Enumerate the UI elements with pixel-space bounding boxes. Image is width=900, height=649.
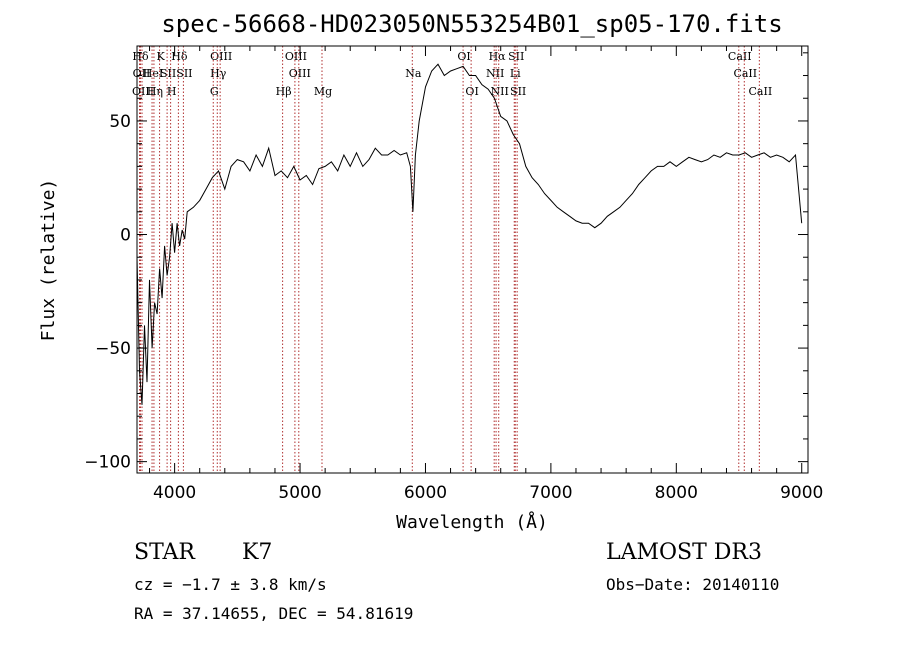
redshift-cz: cz = −1.7 ± 3.8 km/s: [134, 575, 327, 594]
x-tick-label: 7000: [529, 483, 572, 503]
spectral-line-label: G: [210, 85, 219, 98]
spectral-line-label: SII: [160, 67, 176, 80]
spectral-line-label: OIII: [132, 85, 154, 98]
y-tick-label: −50: [95, 339, 131, 359]
spectral-line-label: SII: [510, 85, 526, 98]
x-tick-label: 4000: [153, 483, 196, 503]
spectral-line-label: Hδ: [171, 50, 188, 63]
spectral-line-label: Hα: [489, 50, 507, 63]
y-axis-label: Flux (relative): [38, 179, 59, 342]
observation-date: Obs−Date: 20140110: [606, 575, 780, 594]
y-tick-label: 0: [120, 226, 131, 246]
spectral-line-label: Hγ: [210, 67, 227, 80]
spectral-line-label: OIII: [285, 50, 307, 63]
spectral-line-label: OIII: [210, 50, 232, 63]
y-tick-label: −100: [84, 453, 131, 473]
spectral-line-label: OIII: [289, 67, 311, 80]
spectral-line-label: SII: [508, 50, 524, 63]
spectral-line-label: Na: [405, 67, 422, 80]
spectral-line-label: NII: [491, 85, 509, 98]
axis-ticks: 4000 5000 6000 7000 8000 9000 −100 −50 0 50: [84, 46, 823, 503]
y-tick-label: 50: [109, 112, 131, 132]
x-axis-label: Wavelength (Å): [396, 511, 548, 533]
spectral-line-label: K: [156, 50, 165, 63]
sky-coordinates: RA = 37.14655, DEC = 54.81619: [134, 604, 414, 623]
spectral-line-label: CaII: [749, 85, 773, 98]
plot-frame: [136, 45, 809, 474]
spectral-line-label: OI: [465, 85, 478, 98]
spectral-line-label: Li: [510, 67, 521, 80]
spectral-line-label: Hη: [147, 85, 163, 98]
x-tick-label: 6000: [404, 483, 447, 503]
spectral-subclass: K7: [242, 540, 273, 565]
spectral-line-label: NII: [486, 67, 504, 80]
spectrum-series-line: [136, 63, 803, 405]
chart-title: spec-56668-HD023050N553254B01_sp05-170.f…: [161, 10, 782, 38]
spectral-line-label: CaII: [728, 50, 752, 63]
spectral-line-label: OI: [457, 50, 470, 63]
survey-name: LAMOST DR3: [606, 540, 762, 565]
x-tick-label: 5000: [278, 483, 321, 503]
spectral-line-label: Mg: [314, 85, 332, 98]
x-tick-label: 8000: [655, 483, 698, 503]
object-type: STAR: [134, 540, 195, 565]
x-tick-label: 9000: [780, 483, 823, 503]
spectral-line-label: CaII: [733, 67, 757, 80]
spectral-line-label: SII: [176, 67, 192, 80]
spectral-line-label: H: [167, 85, 177, 98]
spectral-line-label: HeI: [143, 67, 163, 80]
spectral-line-label: Hβ: [276, 85, 292, 98]
